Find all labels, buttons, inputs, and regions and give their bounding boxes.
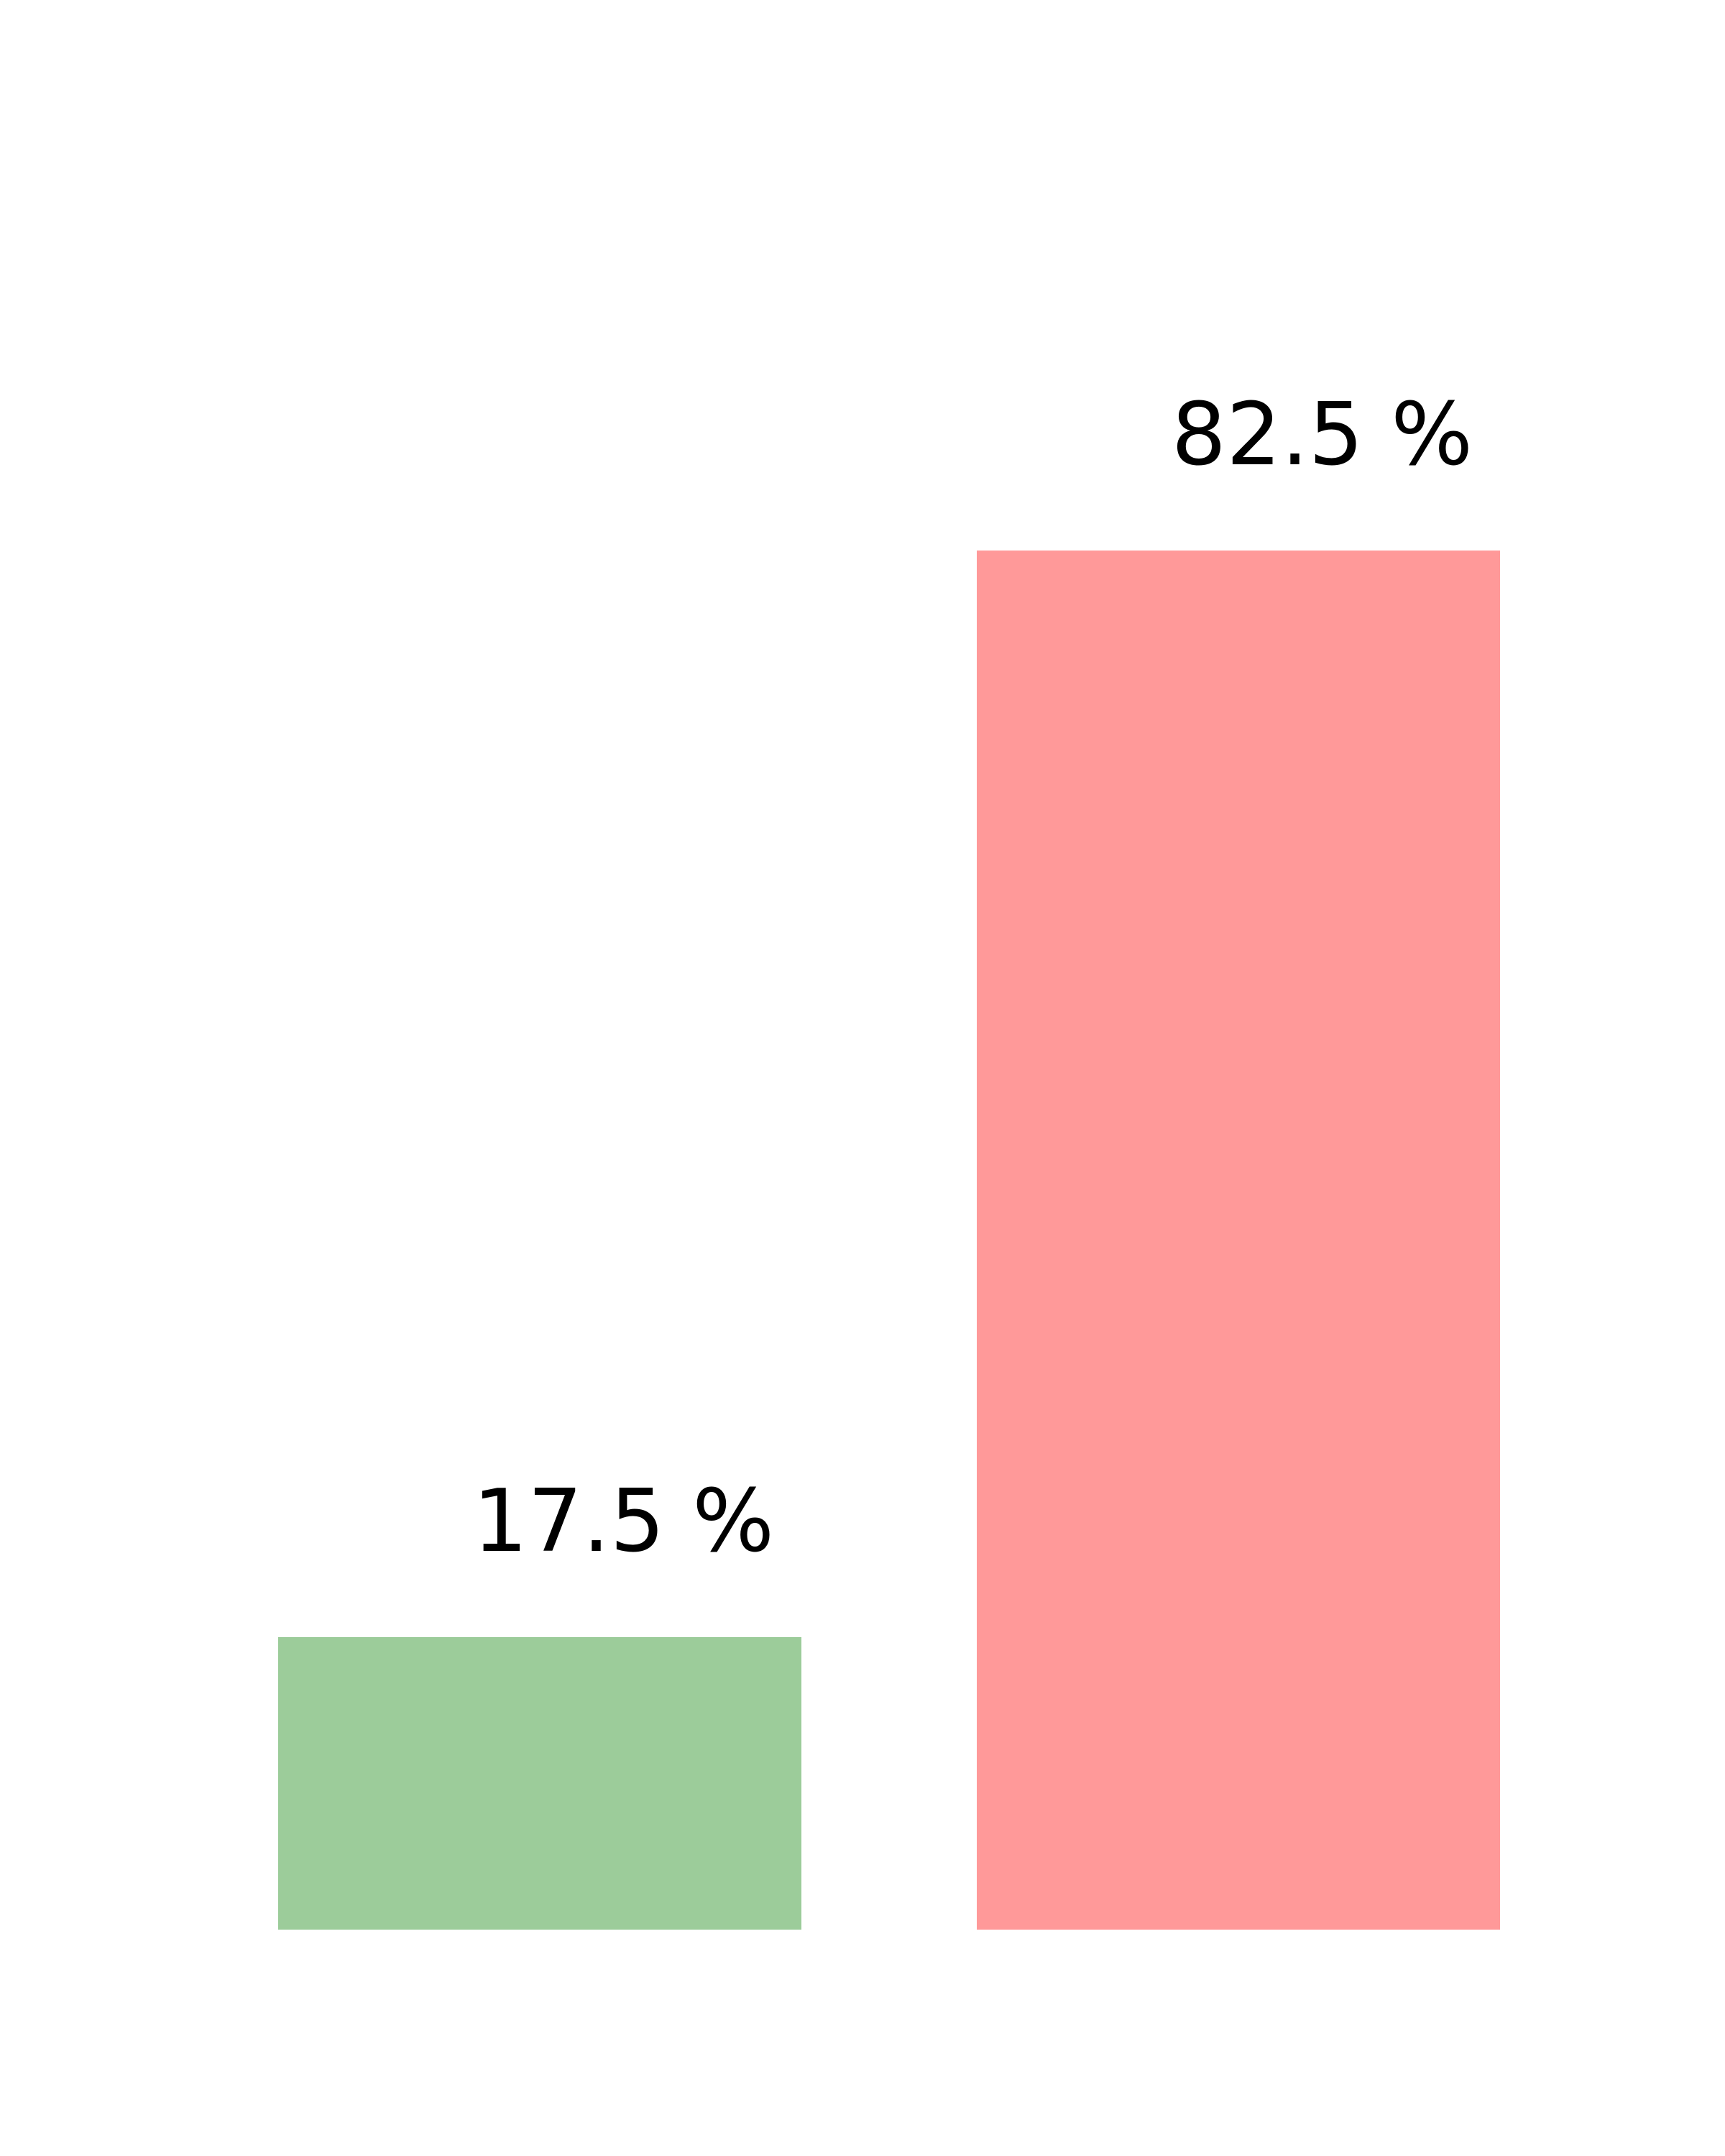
data-labels-group: 17.5 % 82.5 % <box>473 385 1473 1572</box>
bar-1-value-label: 17.5 % <box>473 1472 774 1572</box>
bar-2 <box>977 550 1500 1930</box>
bars-group <box>278 550 1500 1930</box>
bar-2-value-label: 82.5 % <box>1172 385 1473 485</box>
bar-1 <box>278 1636 801 1930</box>
